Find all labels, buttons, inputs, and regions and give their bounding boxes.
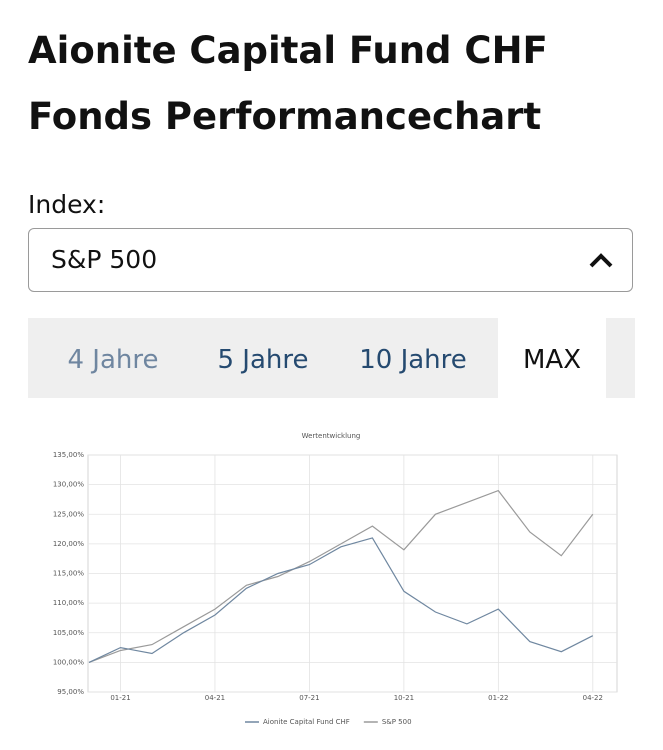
title-line: Fonds Performancechart <box>28 95 542 138</box>
y-tick-label: 105,00% <box>53 629 84 637</box>
period-tab[interactable]: 10 Jahre <box>359 345 467 375</box>
x-tick-label: 10-21 <box>394 694 414 702</box>
series-line <box>88 489 594 663</box>
period-tabs: 4 Jahre 5 Jahre 10 Jahre MAX <box>28 318 635 398</box>
x-tick-label: 01-21 <box>110 694 130 702</box>
y-tick-label: 120,00% <box>53 540 84 548</box>
page-title: Aionite Capital Fund CHF Fonds Performan… <box>28 18 548 150</box>
title-line: Aionite Capital Fund CHF <box>28 29 548 72</box>
x-tick-label: 07-21 <box>299 694 319 702</box>
chevron-up <box>589 253 613 268</box>
x-tick-label: 04-21 <box>205 694 225 702</box>
select-value: S&P 500 <box>51 245 158 274</box>
period-tab[interactable]: MAX <box>498 318 606 398</box>
y-tick-label: 100,00% <box>53 658 84 666</box>
y-tick-label: 125,00% <box>53 510 84 518</box>
y-tick-label: 110,00% <box>53 599 84 607</box>
y-tick-label: 135,00% <box>53 451 84 459</box>
x-tick-label: 04-22 <box>583 694 603 702</box>
index-label: Index: <box>28 190 106 219</box>
y-tick-label: 130,00% <box>53 481 84 489</box>
legend-label: Aionite Capital Fund CHF <box>263 718 350 726</box>
chart: Wertentwicklung 95,00% 100,00% 105,00% 110,… <box>53 432 618 726</box>
legend-label: S&P 500 <box>382 718 412 726</box>
y-tick-label: 115,00% <box>53 570 84 578</box>
period-tab[interactable]: 4 Jahre <box>67 345 159 375</box>
y-tick-label: 95,00% <box>57 688 84 696</box>
period-tab[interactable]: 5 Jahre <box>217 345 309 375</box>
chart-title: Wertentwicklung <box>302 432 361 440</box>
x-tick-label: 01-22 <box>488 694 508 702</box>
index-select[interactable]: S&P 500 <box>28 228 633 292</box>
series-line <box>88 537 594 663</box>
